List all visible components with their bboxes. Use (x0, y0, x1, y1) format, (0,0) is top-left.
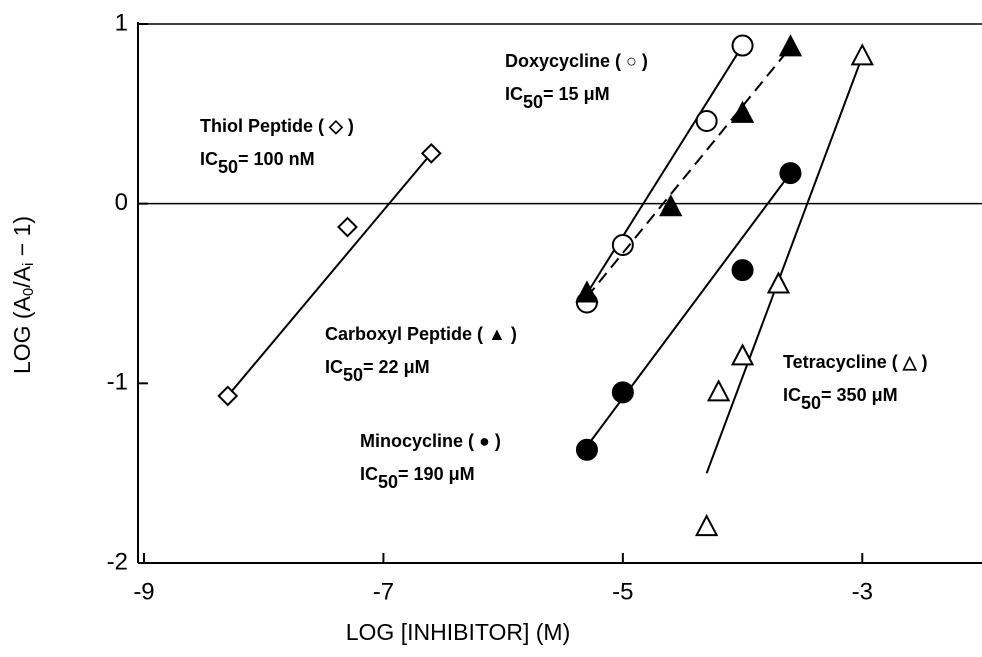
fit-line (586, 172, 792, 447)
point (575, 438, 598, 461)
point (217, 385, 239, 407)
point (766, 271, 791, 294)
ic50-part: = 350 μM (821, 385, 898, 405)
x-tick-label: -3 (852, 578, 873, 605)
point (778, 34, 803, 57)
ic50-part: IC (360, 464, 378, 484)
point (731, 34, 754, 57)
point (611, 381, 634, 404)
y-tick-label: 0 (115, 189, 128, 216)
fit-line (586, 46, 792, 298)
x-tick-label: -9 (133, 578, 154, 605)
y-label-part: LOG (A (9, 295, 35, 374)
x-tick-label: -7 (373, 578, 394, 605)
y-label-part: /A (9, 265, 35, 287)
point (779, 162, 802, 185)
fit-line (586, 45, 744, 295)
series-label: Carboxyl Peptide ( ▲ ) (325, 324, 517, 344)
series-label: Thiol Peptide ( ◇ ) (200, 116, 354, 136)
series-label: Minocycline ( ● ) (360, 431, 501, 451)
ic50-label: IC50= 350 μM (783, 385, 898, 413)
point (694, 513, 719, 537)
ic50-label: IC50= 22 μM (325, 357, 430, 385)
ic50-sub: 50 (343, 365, 363, 385)
x-axis-label: LOG [INHIBITOR] (M) (346, 619, 570, 645)
ic50-sub: 50 (523, 92, 543, 112)
ic50-sub: 50 (378, 472, 398, 492)
x-tick-label: -5 (612, 578, 633, 605)
y-label-sub: i (20, 263, 37, 266)
fit-line (705, 55, 864, 474)
y-label-sub: 0 (20, 288, 37, 296)
point (420, 142, 442, 164)
point (695, 110, 718, 133)
y-tick-label: -2 (107, 548, 128, 575)
point (575, 280, 599, 303)
point (611, 233, 634, 256)
ic50-label: IC50= 15 μM (505, 84, 610, 112)
point (850, 43, 874, 66)
ic50-label: IC50= 190 μM (360, 464, 475, 492)
y-axis-label: LOG (A0/Ai − 1) (9, 216, 37, 374)
point (731, 259, 754, 282)
ic50-part: IC (200, 149, 218, 169)
ic50-part: IC (783, 385, 801, 405)
ic50-part: = 15 μM (543, 84, 610, 104)
y-label-part: − 1) (9, 216, 35, 263)
ic50-part: = 22 μM (363, 357, 430, 377)
ic50-part: IC (325, 357, 343, 377)
ic50-sub: 50 (801, 393, 821, 413)
series-label: Tetracycline ( △ ) (783, 352, 928, 372)
series-label: Doxycycline ( ○ ) (505, 51, 648, 71)
fit-line (227, 152, 433, 397)
point (730, 343, 755, 366)
ic50-part: = 100 nM (238, 149, 315, 169)
point (730, 100, 755, 123)
ic50-sub: 50 (218, 157, 238, 177)
point (337, 216, 358, 238)
ic50-part: = 190 μM (398, 464, 475, 484)
point (659, 194, 683, 217)
ic50-label: IC50= 100 nM (200, 149, 315, 177)
ic50-part: IC (505, 84, 523, 104)
y-tick-label: -1 (107, 369, 128, 396)
y-tick-label: 1 (115, 9, 128, 36)
point (706, 379, 731, 402)
